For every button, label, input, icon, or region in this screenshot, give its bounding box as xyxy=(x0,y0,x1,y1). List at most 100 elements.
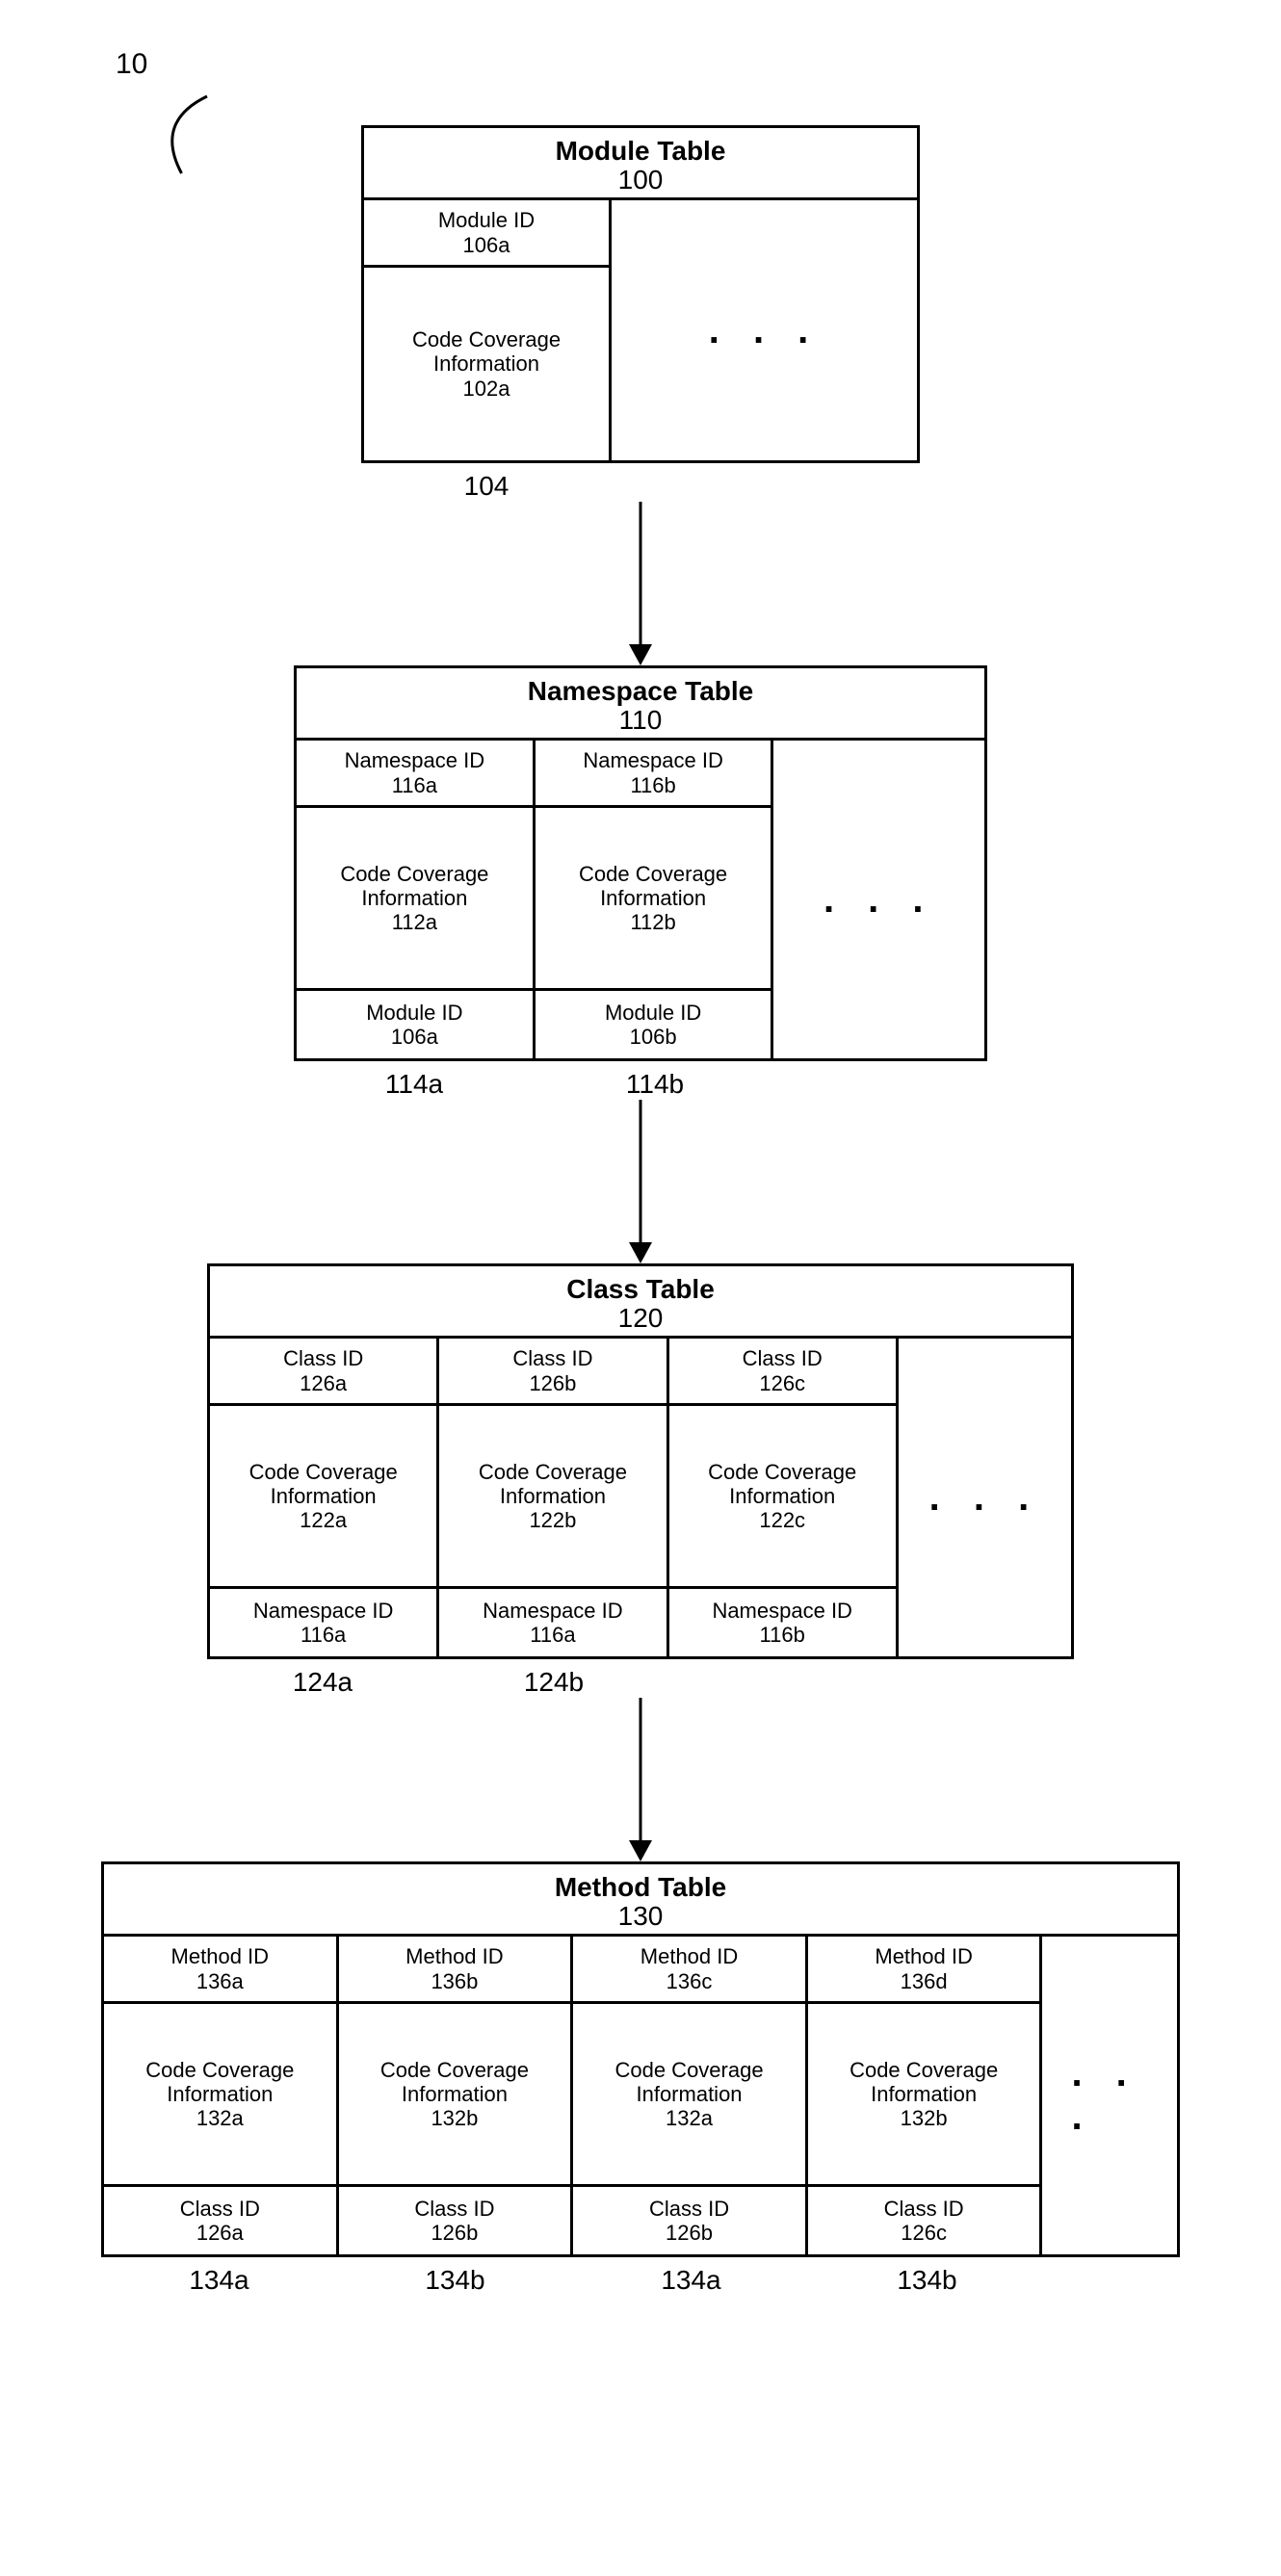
cell-text: 102a xyxy=(463,377,510,401)
cell-text: Information xyxy=(361,886,467,910)
class-columns: Class ID126aCode CoverageInformation122a… xyxy=(210,1339,1071,1656)
class-table: Class Table120Class ID126aCode CoverageI… xyxy=(207,1263,1074,1659)
ref-label: 124a xyxy=(207,1667,438,1698)
cell-text: 112a xyxy=(392,910,437,934)
arrow-down xyxy=(621,1100,660,1263)
class-cell: Namespace ID116a xyxy=(210,1589,436,1656)
ellipsis-icon: . . . xyxy=(1042,1937,1177,2254)
cell-text: Method ID xyxy=(640,1944,739,1968)
class-cell: Class ID126a xyxy=(210,1339,436,1406)
module-below-labels: 104 xyxy=(361,471,920,502)
class-column: Class ID126cCode CoverageInformation122c… xyxy=(669,1339,899,1656)
arrow-down xyxy=(621,502,660,665)
title-ref: 110 xyxy=(297,705,984,736)
cell-text: 126c xyxy=(759,1371,805,1395)
method-column: Method ID136aCode CoverageInformation132… xyxy=(104,1937,339,2254)
cell-text: 136b xyxy=(431,1969,478,1993)
cell-text: Code Coverage xyxy=(850,2058,998,2082)
namespace-cell: Namespace ID116b xyxy=(536,741,771,808)
cell-text: Code Coverage xyxy=(249,1460,398,1484)
title-ref: 130 xyxy=(104,1901,1177,1932)
class-cell: Class ID126b xyxy=(439,1339,666,1406)
ref-label: 114b xyxy=(535,1069,775,1100)
method-column: Method ID136cCode CoverageInformation132… xyxy=(573,1937,808,2254)
cell-text: Information xyxy=(636,2082,742,2106)
arc-icon xyxy=(144,91,212,178)
namespace-columns: Namespace ID116aCode CoverageInformation… xyxy=(297,741,984,1058)
class-below-labels: 124a124b xyxy=(207,1667,1074,1698)
ref-label: 134a xyxy=(573,2265,809,2296)
method-below-labels: 134a134b134a134b xyxy=(101,2265,1180,2296)
module-table: Module Table100Module ID106aCode Coverag… xyxy=(361,125,920,463)
method-cell: Code CoverageInformation132b xyxy=(339,2004,571,2187)
class-cell: Code CoverageInformation122a xyxy=(210,1406,436,1589)
ref-label: 134b xyxy=(809,2265,1045,2296)
cell-text: Code Coverage xyxy=(340,862,488,886)
module-column: Module ID106aCode CoverageInformation102… xyxy=(364,200,612,460)
method-cell: Class ID126b xyxy=(573,2187,805,2254)
cell-text: Module ID xyxy=(366,1001,462,1025)
cell-text: Namespace ID xyxy=(253,1599,394,1623)
ellipsis-text: . . . xyxy=(929,1476,1041,1520)
title-ref: 100 xyxy=(364,165,917,195)
cell-text: 116a xyxy=(530,1623,575,1647)
title-text: Namespace Table xyxy=(528,676,754,706)
cell-text: Code Coverage xyxy=(380,2058,529,2082)
cell-text: Information xyxy=(871,2082,977,2106)
namespace-table-title: Namespace Table110 xyxy=(297,668,984,741)
cell-text: 122a xyxy=(300,1508,347,1532)
cell-text: Method ID xyxy=(171,1944,270,1968)
cell-text: Class ID xyxy=(414,2197,494,2221)
namespace-cell: Code CoverageInformation112b xyxy=(536,808,771,991)
method-cell: Code CoverageInformation132a xyxy=(104,2004,336,2187)
class-table-title: Class Table120 xyxy=(210,1266,1071,1339)
cell-text: 116a xyxy=(392,773,437,797)
ellipsis-text: . . . xyxy=(1071,2052,1148,2139)
cell-text: 122b xyxy=(529,1508,576,1532)
class-cell: Class ID126c xyxy=(669,1339,896,1406)
namespace-column: Namespace ID116bCode CoverageInformation… xyxy=(536,741,774,1058)
diagram-root: 10Module Table100Module ID106aCode Cover… xyxy=(19,39,1262,2296)
class-column: Class ID126bCode CoverageInformation122b… xyxy=(439,1339,668,1656)
ref-label: 104 xyxy=(361,471,612,502)
ellipsis-icon: . . . xyxy=(773,741,984,1058)
method-cell: Code CoverageInformation132a xyxy=(573,2004,805,2187)
cell-text: Class ID xyxy=(884,2197,964,2221)
title-ref: 120 xyxy=(210,1303,1071,1334)
cell-text: Information xyxy=(600,886,706,910)
cell-text: Class ID xyxy=(649,2197,729,2221)
method-cell: Method ID136d xyxy=(808,1937,1040,2004)
cell-text: Class ID xyxy=(743,1346,823,1370)
cell-text: Information xyxy=(433,351,539,376)
cell-text: Namespace ID xyxy=(345,748,485,772)
method-column: Method ID136dCode CoverageInformation132… xyxy=(808,1937,1043,2254)
method-table-title: Method Table130 xyxy=(104,1864,1177,1937)
cell-text: 132b xyxy=(901,2106,948,2130)
ellipsis-icon: . . . xyxy=(612,200,917,460)
cell-text: Information xyxy=(500,1484,606,1508)
cell-text: 126a xyxy=(196,2221,244,2245)
class-cell: Code CoverageInformation122b xyxy=(439,1406,666,1589)
cell-text: Information xyxy=(402,2082,508,2106)
cell-text: 106b xyxy=(630,1025,677,1049)
namespace-cell: Module ID106a xyxy=(297,991,533,1058)
method-cell: Code CoverageInformation132b xyxy=(808,2004,1040,2187)
method-table: Method Table130Method ID136aCode Coverag… xyxy=(101,1861,1180,2257)
cell-text: 126a xyxy=(300,1371,347,1395)
cell-text: Class ID xyxy=(180,2197,260,2221)
namespace-table: Namespace Table110Namespace ID116aCode C… xyxy=(294,665,987,1061)
method-cell: Class ID126a xyxy=(104,2187,336,2254)
cell-text: 136d xyxy=(901,1969,948,1993)
method-cell: Class ID126b xyxy=(339,2187,571,2254)
cell-text: 116b xyxy=(760,1623,805,1647)
namespace-cell: Module ID106b xyxy=(536,991,771,1058)
namespace-column: Namespace ID116a Code CoverageInformation… xyxy=(297,741,536,1058)
ellipsis-icon: . . . xyxy=(899,1339,1071,1656)
cell-text: Code Coverage xyxy=(145,2058,294,2082)
cell-text: Namespace ID xyxy=(583,748,723,772)
class-cell: Namespace ID116a xyxy=(439,1589,666,1656)
cell-text: Method ID xyxy=(405,1944,504,1968)
cell-text: 116b xyxy=(630,773,675,797)
cell-text: Information xyxy=(167,2082,273,2106)
module-columns: Module ID106aCode CoverageInformation102… xyxy=(364,200,917,460)
